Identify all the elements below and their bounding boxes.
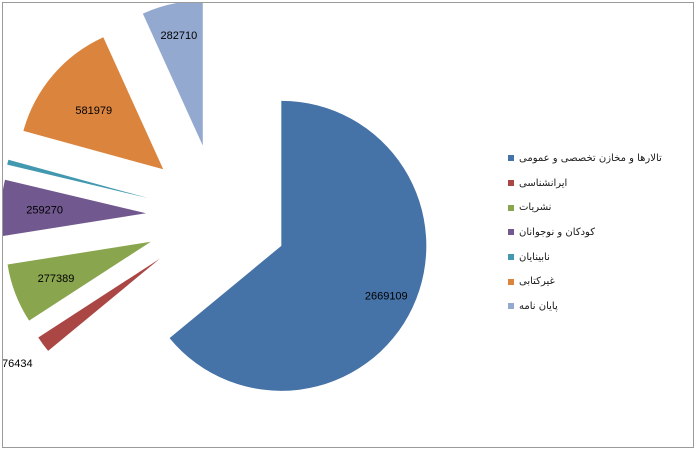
legend-item-6: پایان نامه bbox=[508, 294, 688, 319]
legend-item-2: نشریات bbox=[508, 195, 688, 220]
pie-slice-4 bbox=[7, 159, 149, 199]
legend-item-3: کودکان و نوجوانان bbox=[508, 220, 688, 245]
data-label-1: 76434 bbox=[3, 358, 33, 370]
data-label-0: 2669109 bbox=[365, 290, 408, 302]
legend-label: نابینایان bbox=[519, 251, 550, 263]
legend-item-1: ایرانشناسی bbox=[508, 171, 688, 196]
legend-label: غیرکتابی bbox=[519, 276, 555, 288]
data-label-2: 277389 bbox=[38, 273, 75, 285]
pie-slice-6 bbox=[142, 3, 203, 146]
legend-label: پایان نامه bbox=[519, 300, 558, 312]
legend-swatch bbox=[508, 229, 514, 236]
chart-area: 2669109764342773892592702282858197928271… bbox=[2, 2, 694, 448]
legend-swatch bbox=[508, 254, 514, 261]
data-label-5: 581979 bbox=[75, 105, 112, 117]
legend-item-0: تالارها و مخازن تخصصی و عمومی bbox=[508, 146, 688, 171]
legend-label: ایرانشناسی bbox=[519, 177, 568, 189]
legend-swatch bbox=[508, 303, 514, 310]
legend-swatch bbox=[508, 278, 514, 285]
legend-label: نشریات bbox=[519, 202, 552, 214]
data-label-6: 282710 bbox=[161, 30, 198, 42]
legend-item-4: نابینایان bbox=[508, 245, 688, 270]
pie-slice-1 bbox=[38, 258, 160, 351]
legend-swatch bbox=[508, 180, 514, 187]
legend-swatch bbox=[508, 204, 514, 211]
pie-slice-2 bbox=[7, 241, 151, 321]
pie-slice-3 bbox=[3, 179, 147, 236]
data-label-3: 259270 bbox=[26, 204, 63, 216]
pie-chart: 2669109764342773892592702282858197928271… bbox=[3, 3, 427, 391]
legend-item-5: غیرکتابی bbox=[508, 269, 688, 294]
legend-label: تالارها و مخازن تخصصی و عمومی bbox=[519, 152, 662, 164]
pie-slice-0 bbox=[169, 100, 427, 391]
pie-slice-5 bbox=[23, 37, 164, 170]
legend-swatch bbox=[508, 155, 514, 162]
legend: تالارها و مخازن تخصصی و عمومی ایرانشناسی ن… bbox=[508, 146, 688, 319]
legend-label: کودکان و نوجوانان bbox=[519, 226, 595, 238]
